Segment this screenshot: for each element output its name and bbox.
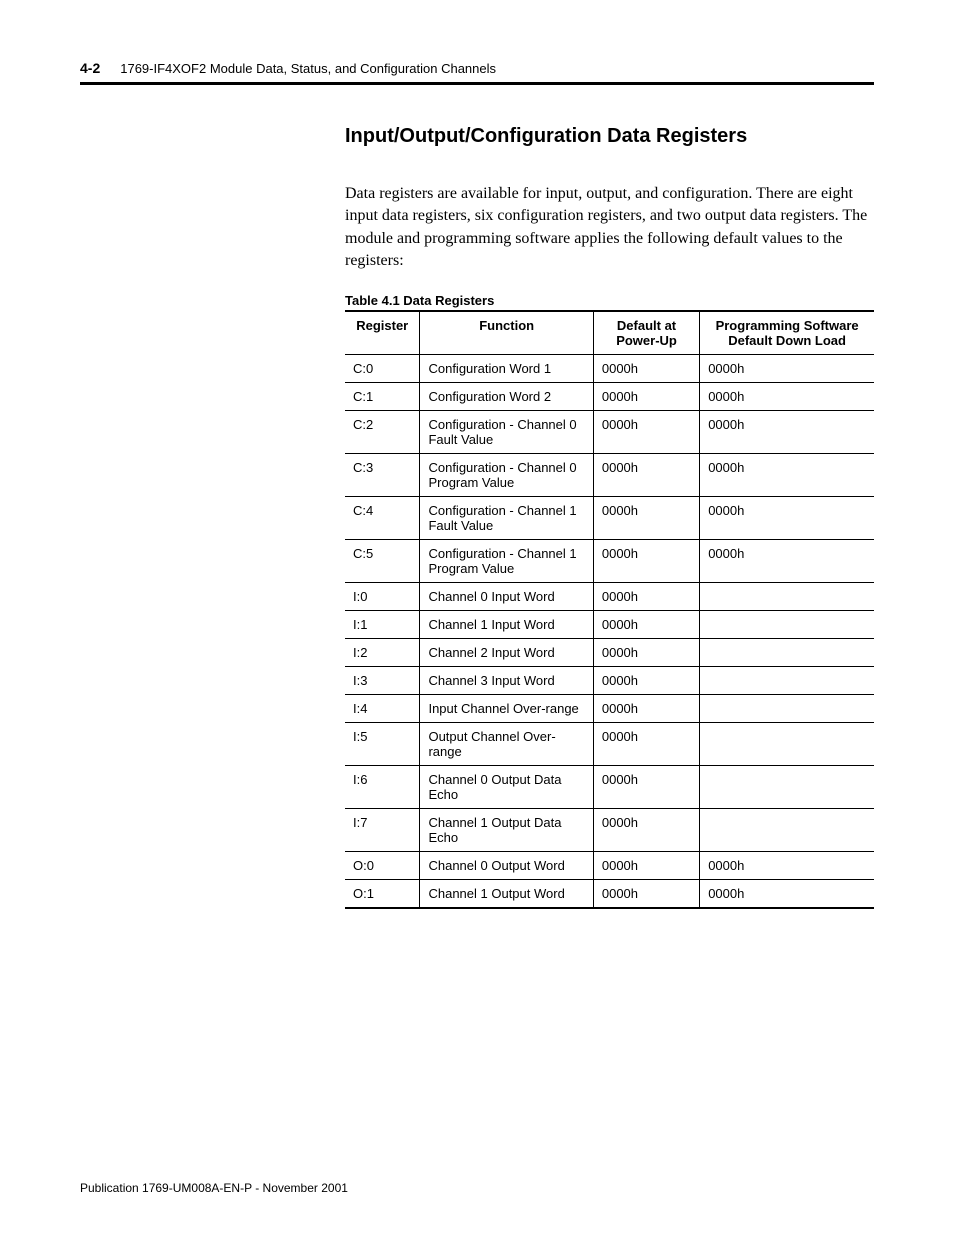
table-cell: 0000h <box>593 808 699 851</box>
table-cell: Configuration - Channel 1 Fault Value <box>420 496 593 539</box>
table-cell: 0000h <box>700 382 874 410</box>
table-cell: Configuration Word 1 <box>420 354 593 382</box>
table-cell <box>700 638 874 666</box>
table-header: Programming Software Default Down Load <box>700 311 874 355</box>
table-row: I:0Channel 0 Input Word0000h <box>345 582 874 610</box>
table-cell: Channel 2 Input Word <box>420 638 593 666</box>
table-cell <box>700 610 874 638</box>
table-cell: 0000h <box>700 410 874 453</box>
table-caption: Table 4.1 Data Registers <box>345 293 874 308</box>
table-cell: Channel 0 Output Word <box>420 851 593 879</box>
page: 4-2 1769-IF4XOF2 Module Data, Status, an… <box>0 0 954 1235</box>
table-cell: Output Channel Over-range <box>420 722 593 765</box>
table-row: I:7Channel 1 Output Data Echo0000h <box>345 808 874 851</box>
table-row: C:0Configuration Word 10000h0000h <box>345 354 874 382</box>
table-cell: 0000h <box>700 539 874 582</box>
table-cell: 0000h <box>700 851 874 879</box>
table-cell <box>700 666 874 694</box>
table-cell: I:3 <box>345 666 420 694</box>
table-cell: 0000h <box>593 638 699 666</box>
table-cell: 0000h <box>593 354 699 382</box>
table-cell: Channel 1 Output Word <box>420 879 593 908</box>
data-registers-table: Register Function Default at Power-Up Pr… <box>345 310 874 909</box>
table-row: C:1Configuration Word 20000h0000h <box>345 382 874 410</box>
chapter-title: 1769-IF4XOF2 Module Data, Status, and Co… <box>120 61 496 76</box>
section-title: Input/Output/Configuration Data Register… <box>345 125 874 148</box>
table-cell <box>700 722 874 765</box>
table-cell: 0000h <box>593 382 699 410</box>
table-row: I:5Output Channel Over-range0000h <box>345 722 874 765</box>
table-cell: Input Channel Over-range <box>420 694 593 722</box>
table-row: I:6Channel 0 Output Data Echo0000h <box>345 765 874 808</box>
table-cell: 0000h <box>700 354 874 382</box>
table-header: Function <box>420 311 593 355</box>
page-header: 4-2 1769-IF4XOF2 Module Data, Status, an… <box>80 60 874 85</box>
table-row: C:3Configuration - Channel 0 Program Val… <box>345 453 874 496</box>
table-header: Default at Power-Up <box>593 311 699 355</box>
table-cell: 0000h <box>593 666 699 694</box>
table-cell: O:1 <box>345 879 420 908</box>
content-area: Input/Output/Configuration Data Register… <box>80 125 874 909</box>
table-cell: Configuration Word 2 <box>420 382 593 410</box>
table-cell: 0000h <box>593 610 699 638</box>
table-cell: 0000h <box>700 879 874 908</box>
table-cell <box>700 582 874 610</box>
table-cell: Configuration - Channel 1 Program Value <box>420 539 593 582</box>
table-cell: 0000h <box>593 410 699 453</box>
table-cell: 0000h <box>593 765 699 808</box>
table-cell: Channel 0 Output Data Echo <box>420 765 593 808</box>
table-cell: 0000h <box>593 496 699 539</box>
table-row: O:1Channel 1 Output Word0000h0000h <box>345 879 874 908</box>
table-cell: I:5 <box>345 722 420 765</box>
table-row: C:2Configuration - Channel 0 Fault Value… <box>345 410 874 453</box>
table-row: O:0Channel 0 Output Word0000h0000h <box>345 851 874 879</box>
table-cell: I:6 <box>345 765 420 808</box>
table-cell: 0000h <box>700 453 874 496</box>
table-cell: 0000h <box>593 582 699 610</box>
page-footer: Publication 1769-UM008A-EN-P - November … <box>80 1181 348 1195</box>
table-header-row: Register Function Default at Power-Up Pr… <box>345 311 874 355</box>
table-cell: I:0 <box>345 582 420 610</box>
table-row: I:2Channel 2 Input Word0000h <box>345 638 874 666</box>
table-cell: Channel 3 Input Word <box>420 666 593 694</box>
table-cell: C:4 <box>345 496 420 539</box>
table-cell: C:5 <box>345 539 420 582</box>
table-cell: C:0 <box>345 354 420 382</box>
table-cell: O:0 <box>345 851 420 879</box>
table-row: C:4Configuration - Channel 1 Fault Value… <box>345 496 874 539</box>
table-cell: C:1 <box>345 382 420 410</box>
table-cell: I:1 <box>345 610 420 638</box>
table-cell: I:4 <box>345 694 420 722</box>
table-row: I:1Channel 1 Input Word0000h <box>345 610 874 638</box>
table-cell: I:7 <box>345 808 420 851</box>
section-body: Data registers are available for input, … <box>345 183 874 273</box>
table-cell <box>700 808 874 851</box>
page-number: 4-2 <box>80 60 100 76</box>
table-cell: 0000h <box>700 496 874 539</box>
table-row: I:4Input Channel Over-range0000h <box>345 694 874 722</box>
table-cell: Channel 0 Input Word <box>420 582 593 610</box>
table-cell: Configuration - Channel 0 Fault Value <box>420 410 593 453</box>
table-cell: 0000h <box>593 694 699 722</box>
table-cell: 0000h <box>593 851 699 879</box>
table-cell: C:3 <box>345 453 420 496</box>
publication-info: Publication 1769-UM008A-EN-P - November … <box>80 1181 348 1195</box>
table-cell: 0000h <box>593 539 699 582</box>
table-cell: I:2 <box>345 638 420 666</box>
table-row: C:5Configuration - Channel 1 Program Val… <box>345 539 874 582</box>
table-header: Register <box>345 311 420 355</box>
table-cell: 0000h <box>593 722 699 765</box>
table-cell: Channel 1 Input Word <box>420 610 593 638</box>
table-cell: Configuration - Channel 0 Program Value <box>420 453 593 496</box>
table-cell <box>700 765 874 808</box>
table-cell: 0000h <box>593 453 699 496</box>
table-cell: 0000h <box>593 879 699 908</box>
table-cell: C:2 <box>345 410 420 453</box>
table-cell <box>700 694 874 722</box>
table-row: I:3Channel 3 Input Word0000h <box>345 666 874 694</box>
table-cell: Channel 1 Output Data Echo <box>420 808 593 851</box>
